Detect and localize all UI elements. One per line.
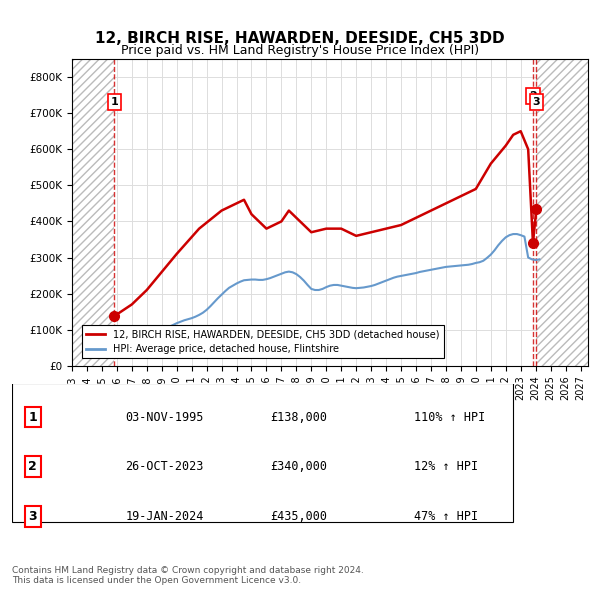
Text: 1: 1: [110, 97, 118, 107]
Text: £340,000: £340,000: [270, 460, 327, 473]
Text: 12% ↑ HPI: 12% ↑ HPI: [415, 460, 479, 473]
Text: 12, BIRCH RISE, HAWARDEN, DEESIDE, CH5 3DD: 12, BIRCH RISE, HAWARDEN, DEESIDE, CH5 3…: [95, 31, 505, 46]
Text: 2: 2: [529, 91, 537, 101]
Text: £435,000: £435,000: [270, 510, 327, 523]
Text: Price paid vs. HM Land Registry's House Price Index (HPI): Price paid vs. HM Land Registry's House …: [121, 44, 479, 57]
Text: 1: 1: [28, 411, 37, 424]
Text: 47% ↑ HPI: 47% ↑ HPI: [415, 510, 479, 523]
Text: 3: 3: [533, 97, 540, 107]
Legend: 12, BIRCH RISE, HAWARDEN, DEESIDE, CH5 3DD (detached house), HPI: Average price,: 12, BIRCH RISE, HAWARDEN, DEESIDE, CH5 3…: [82, 325, 443, 358]
Text: 2: 2: [28, 460, 37, 473]
Text: 03-NOV-1995: 03-NOV-1995: [125, 411, 204, 424]
Text: 26-OCT-2023: 26-OCT-2023: [125, 460, 204, 473]
Text: Contains HM Land Registry data © Crown copyright and database right 2024.
This d: Contains HM Land Registry data © Crown c…: [12, 566, 364, 585]
Text: 110% ↑ HPI: 110% ↑ HPI: [415, 411, 486, 424]
Bar: [12, 384, 512, 522]
Text: 19-JAN-2024: 19-JAN-2024: [125, 510, 204, 523]
Text: £138,000: £138,000: [270, 411, 327, 424]
Text: 3: 3: [28, 510, 37, 523]
